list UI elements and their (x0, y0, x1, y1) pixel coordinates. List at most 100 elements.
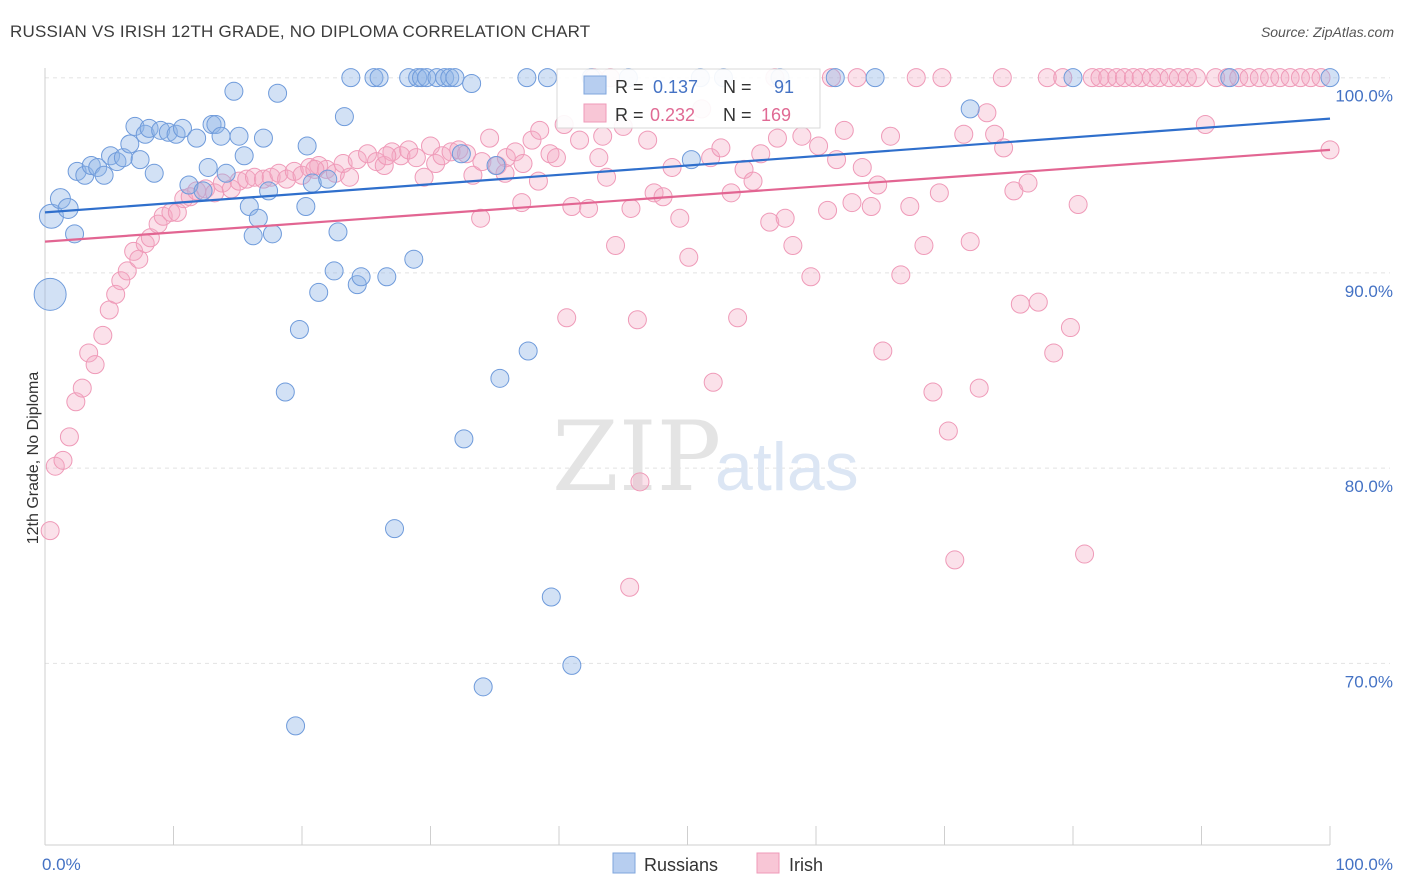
irish-point (1107, 68, 1127, 88)
russian-point (33, 277, 67, 311)
irish-point (212, 173, 232, 193)
irish-point (93, 325, 113, 345)
irish-point (620, 577, 640, 597)
russian-point (229, 126, 249, 146)
irish-point (842, 193, 862, 213)
russian-point (364, 68, 384, 88)
irish-point (900, 196, 920, 216)
series-irish-points (40, 68, 1340, 597)
irish-point (406, 148, 426, 168)
irish-point (847, 68, 867, 88)
irish-point (992, 68, 1012, 88)
irish-point (471, 208, 491, 228)
russian-point (328, 222, 348, 242)
irish-point (923, 382, 943, 402)
irish-point (546, 148, 566, 168)
irish-point (426, 154, 446, 174)
irish-point (1082, 68, 1102, 88)
russian-point (94, 165, 114, 185)
russian-point (318, 169, 338, 189)
irish-point (530, 120, 550, 140)
russian-point (211, 126, 231, 146)
irish-point (316, 159, 336, 179)
russian-point (377, 267, 397, 287)
irish-point (432, 146, 452, 166)
russian-point (234, 146, 254, 166)
russian-point (158, 122, 178, 142)
y-tick-label-1: 90.0% (1345, 282, 1393, 301)
irish-point (1260, 68, 1280, 88)
russian-point (1320, 68, 1340, 88)
irish-point (1018, 173, 1038, 193)
russian-point (462, 73, 482, 93)
irish-point (513, 154, 533, 174)
russian-point (518, 341, 538, 361)
y-tick-label-3: 70.0% (1345, 672, 1393, 691)
russian-point (385, 519, 405, 539)
irish-point (861, 196, 881, 216)
stats-irish-n-label: N = (723, 105, 752, 125)
russian-point (341, 68, 361, 88)
irish-point (1010, 294, 1030, 314)
irish-point (621, 198, 641, 218)
irish-point (589, 148, 609, 168)
y-tick-label-2: 80.0% (1345, 477, 1393, 496)
irish-point (767, 128, 787, 148)
irish-point (45, 456, 65, 476)
irish-point (111, 271, 131, 291)
stats-swatch-irish (583, 103, 607, 123)
russian-point (324, 261, 344, 281)
russian-point (193, 181, 213, 201)
stats-box: R = 0.137 N = 91 R = 0.232 N = 169 (556, 68, 821, 129)
chart-title: RUSSIAN VS IRISH 12TH GRADE, NO DIPLOMA … (10, 22, 591, 41)
russian-point (289, 320, 309, 340)
irish-point (570, 130, 590, 150)
irish-point (743, 171, 763, 191)
trendline-russians (44, 117, 1331, 214)
stats-irish-r: 0.232 (650, 105, 695, 125)
irish-point (1186, 68, 1206, 88)
irish-point (783, 236, 803, 256)
russian-point (187, 128, 207, 148)
irish-point (117, 261, 137, 281)
irish-point (834, 120, 854, 140)
russian-point (562, 655, 582, 675)
russian-point (120, 134, 140, 154)
russian-point (286, 716, 306, 736)
russian-point (262, 224, 282, 244)
russian-point (243, 226, 263, 246)
russian-point (172, 118, 192, 138)
irish-point (1037, 68, 1057, 88)
russian-point (88, 157, 108, 177)
russian-point (57, 197, 79, 219)
irish-point (1270, 68, 1290, 88)
russian-point (297, 136, 317, 156)
russian-point (1063, 68, 1083, 88)
irish-point (522, 130, 542, 150)
irish-point (929, 183, 949, 203)
stats-irish-n: 169 (761, 105, 791, 125)
irish-point (606, 236, 626, 256)
russian-point (490, 368, 510, 388)
irish-point (906, 68, 926, 88)
irish-point (53, 450, 73, 470)
irish-point (1075, 544, 1095, 564)
russian-point (440, 68, 460, 88)
russian-point (486, 155, 506, 175)
russian-point (537, 68, 557, 88)
irish-point (456, 144, 476, 164)
russian-point (473, 677, 493, 697)
irish-point (382, 142, 402, 162)
russian-point (130, 150, 150, 170)
russian-point (309, 282, 329, 302)
russian-point (517, 68, 537, 88)
legend-swatch-irish (756, 852, 780, 874)
irish-point (945, 550, 965, 570)
russian-point (1220, 68, 1240, 88)
irish-point (670, 208, 690, 228)
russian-point (253, 128, 273, 148)
y-tick-labels: 100.0% 90.0% 80.0% 70.0% (1335, 87, 1393, 692)
russian-point (351, 267, 371, 287)
irish-point (954, 124, 974, 144)
irish-point (40, 521, 60, 541)
